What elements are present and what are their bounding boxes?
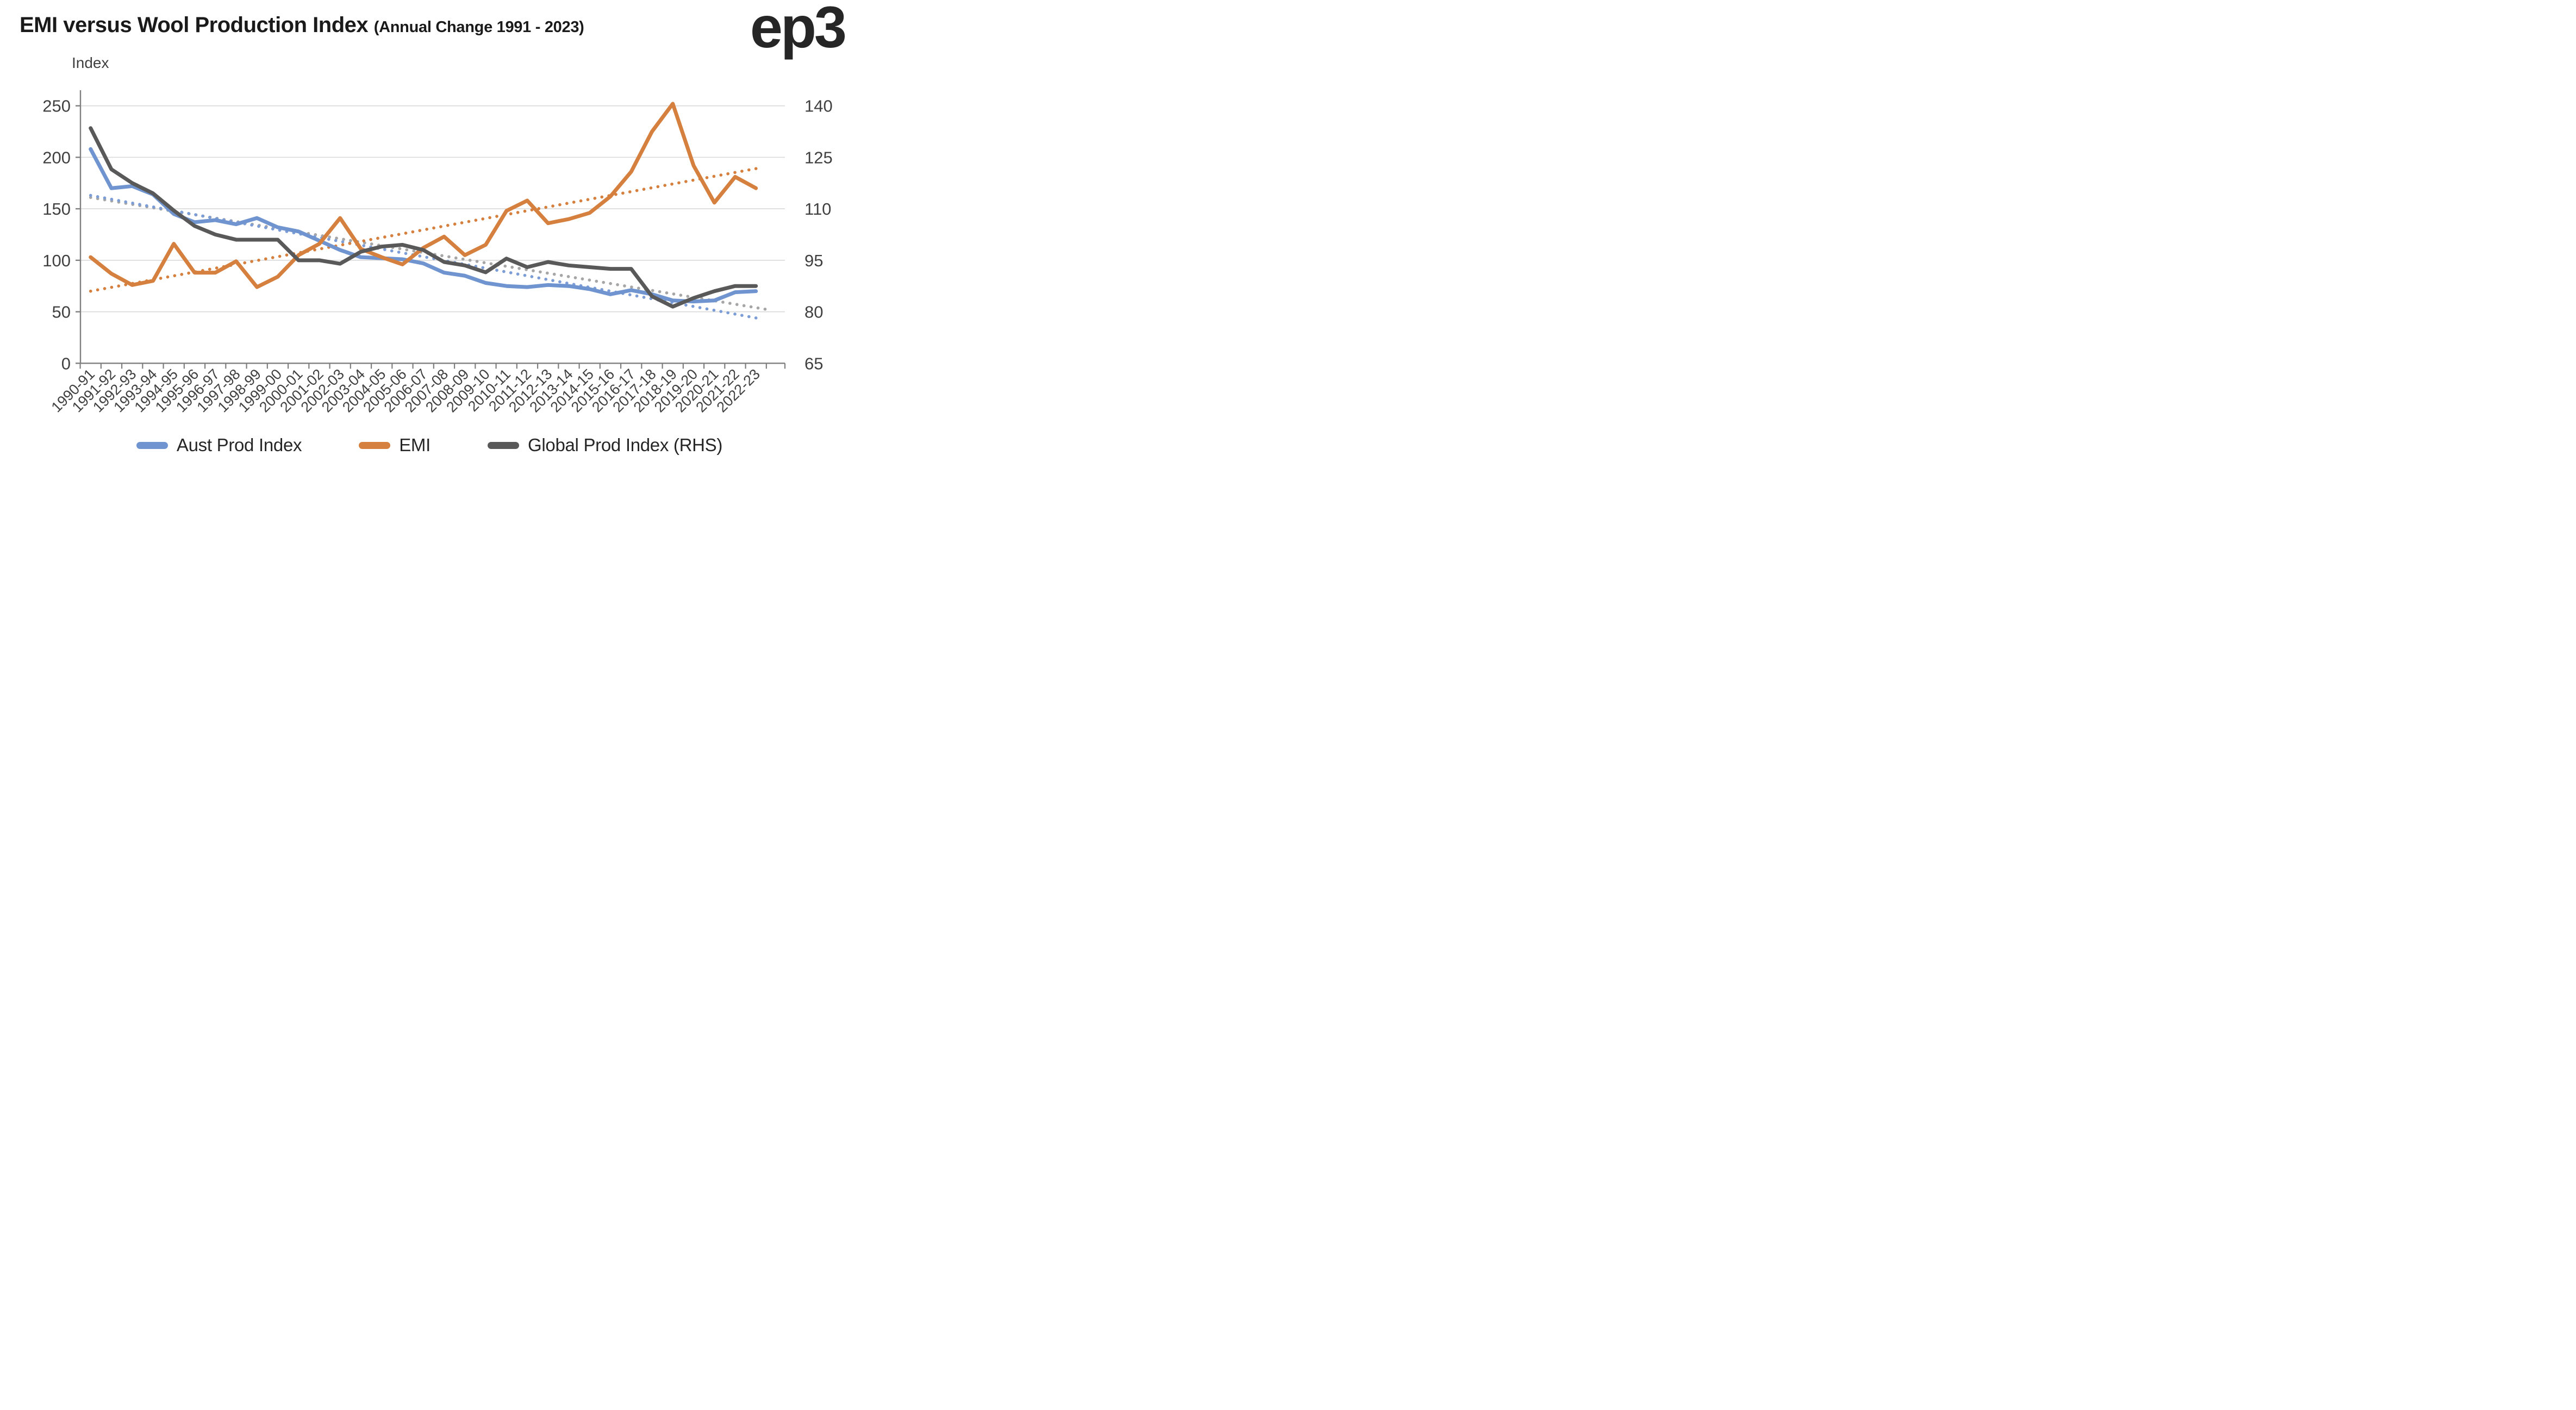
series-line-emi: [89, 102, 758, 289]
page-title: EMI versus Wool Production Index (Annual…: [20, 13, 584, 37]
legend-item-emi: EMI: [359, 435, 431, 456]
legend-label-emi: EMI: [399, 435, 431, 455]
chart-canvas: EMI versus Wool Production Index (Annual…: [0, 0, 859, 470]
y-axis-left-tick-label: 50: [52, 303, 71, 322]
legend-swatch-global-prod-index-rhs-: [488, 441, 519, 449]
y-axis-left-tick-label: 250: [42, 97, 71, 116]
y-axis-left-tick-label: 150: [42, 199, 71, 219]
legend-label-aust-prod-index: Aust Prod Index: [176, 435, 302, 455]
y-axis-left-tick-label: 100: [42, 251, 71, 270]
trendline-emi-trend: [89, 167, 758, 293]
legend-item-global-prod-index-rhs-: Global Prod Index (RHS): [488, 435, 722, 456]
ep3-logo: ep3: [750, 0, 847, 60]
legend-item-aust-prod-index: Aust Prod Index: [136, 435, 302, 456]
y-axis-right-tick-label: 95: [804, 251, 823, 270]
legend-label-global-prod-index-rhs-: Global Prod Index (RHS): [528, 435, 723, 455]
left-axis-title: Index: [72, 54, 109, 71]
legend-swatch-emi: [359, 441, 391, 449]
trendline-aust-prod-index-trend: [89, 194, 758, 320]
chart-subtitle: (Annual Change 1991 - 2023): [373, 18, 584, 36]
legend-swatch-aust-prod-index: [136, 441, 168, 449]
series-line-aust-prod-index: [89, 147, 758, 304]
y-axis-right-tick-label: 80: [804, 303, 823, 322]
y-axis-left-tick-label: 0: [61, 354, 71, 373]
y-axis-right-tick-label: 140: [804, 97, 833, 116]
series-line-global-prod-index-rhs-: [89, 126, 758, 309]
chart-header: EMI versus Wool Production Index (Annual…: [20, 13, 584, 37]
chart-legend: Aust Prod Index EMI Global Prod Index (RHS…: [0, 435, 859, 456]
chart-title: EMI versus Wool Production Index: [20, 13, 369, 37]
y-axis-right-tick-label: 65: [804, 354, 823, 373]
y-axis-right-tick-label: 125: [804, 148, 833, 167]
y-axis-left-tick-label: 200: [42, 148, 71, 167]
y-axis-right-tick-label: 110: [804, 199, 831, 219]
